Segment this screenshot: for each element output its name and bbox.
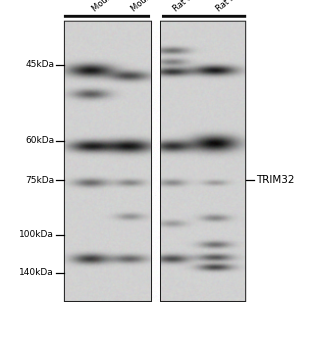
- Text: Rat testis: Rat testis: [172, 0, 208, 13]
- Text: 75kDa: 75kDa: [25, 176, 54, 184]
- Text: TRIM32: TRIM32: [256, 175, 295, 185]
- Text: 45kDa: 45kDa: [25, 60, 54, 69]
- Text: Rat brain: Rat brain: [215, 0, 250, 13]
- Text: 60kDa: 60kDa: [25, 136, 54, 145]
- Text: 100kDa: 100kDa: [19, 230, 54, 239]
- Text: Mouse brain: Mouse brain: [129, 0, 175, 13]
- Text: Mouse testis: Mouse testis: [90, 0, 137, 13]
- Text: 140kDa: 140kDa: [19, 268, 54, 277]
